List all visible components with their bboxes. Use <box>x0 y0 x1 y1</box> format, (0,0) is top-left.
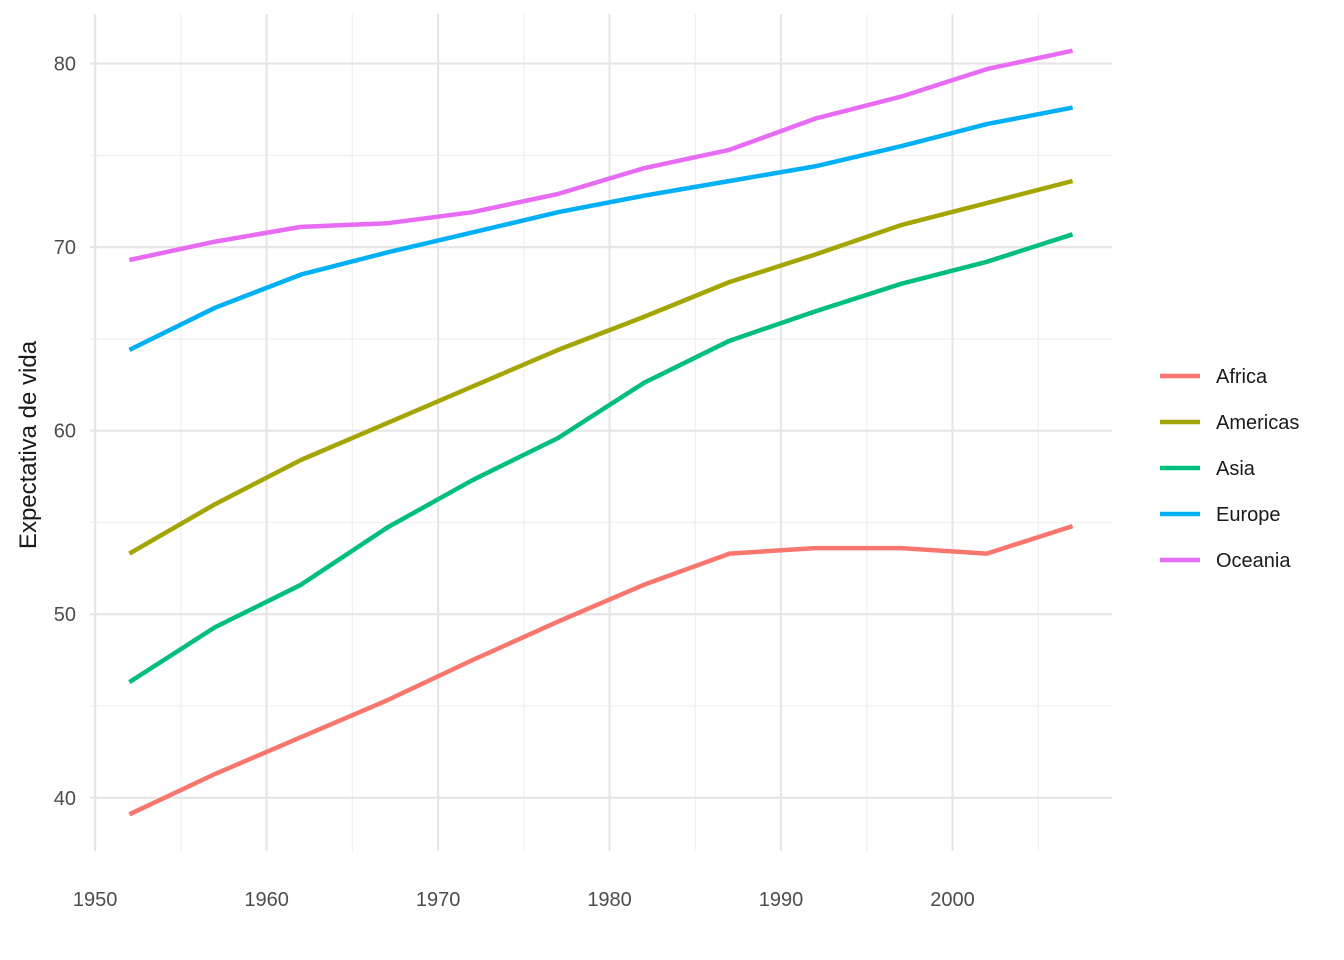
legend-label: Europe <box>1216 504 1281 526</box>
y-tick-label: 50 <box>54 604 76 626</box>
y-tick-label: 80 <box>54 54 76 76</box>
legend-item-asia: Asia <box>1160 458 1256 480</box>
y-tick-label: 60 <box>54 421 76 443</box>
x-tick-label: 1980 <box>587 889 632 911</box>
series-line-americas <box>128 178 1074 556</box>
x-tick-label: 1970 <box>416 889 461 911</box>
series-line-oceania <box>128 48 1074 263</box>
y-axis-label: Expectativa de vida <box>15 340 42 549</box>
legend-label: Africa <box>1216 366 1268 388</box>
legend-item-europe: Europe <box>1160 504 1281 526</box>
y-tick-label: 40 <box>54 788 76 810</box>
y-axis-tick-labels: 40 50 60 70 80 <box>54 54 76 810</box>
x-axis-tick-labels: 1950 1960 1970 1980 1990 2000 <box>73 889 975 911</box>
series-line-europe <box>128 105 1074 352</box>
legend-item-oceania: Oceania <box>1160 550 1291 572</box>
legend-item-americas: Americas <box>1160 412 1299 434</box>
x-tick-label: 1990 <box>759 889 804 911</box>
x-tick-label: 1950 <box>73 889 118 911</box>
minor-gridlines <box>90 14 1112 851</box>
y-tick-label: 70 <box>54 237 76 259</box>
legend-item-africa: Africa <box>1160 366 1268 388</box>
series-line-asia <box>128 232 1074 684</box>
x-tick-label: 1960 <box>244 889 289 911</box>
legend-label: Asia <box>1216 458 1256 480</box>
series-lines <box>128 48 1074 817</box>
x-tick-label: 2000 <box>930 889 975 911</box>
legend-label: Americas <box>1216 412 1299 434</box>
legend-label: Oceania <box>1216 550 1291 572</box>
major-gridlines <box>90 14 1112 851</box>
series-line-africa <box>128 523 1074 817</box>
legend: Africa Americas Asia Europe Oceania <box>1160 366 1299 572</box>
